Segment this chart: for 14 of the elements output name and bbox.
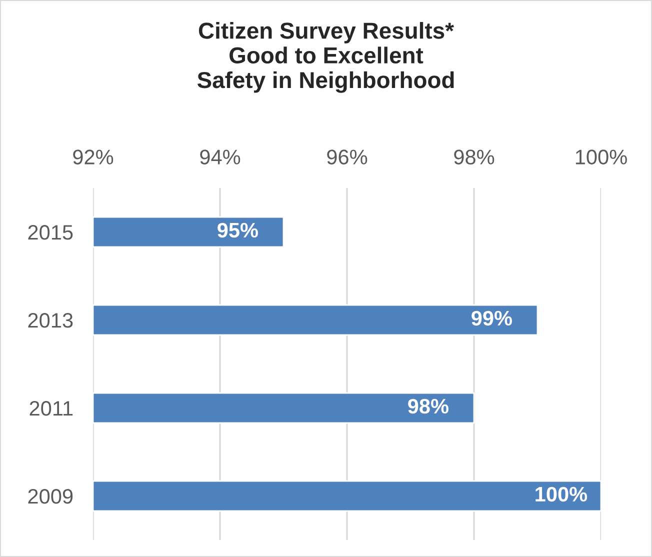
y-tick-label: 2011: [30, 401, 73, 416]
y-tick-label: 2009: [28, 489, 73, 504]
x-tick-label: 96%: [327, 150, 368, 164]
x-tick-label: 100%: [576, 150, 627, 164]
chart-title: Citizen Survey Results* Good to Excellent Safety in Neighborhood: [197, 22, 454, 93]
x-tick-label: 92%: [73, 150, 114, 164]
text: 100%: [536, 486, 588, 502]
text: 95%: [218, 222, 258, 238]
x-tick-label: 98%: [454, 150, 494, 164]
x-tick-label: 94%: [200, 150, 240, 164]
y-tick-label: 2013: [28, 313, 73, 328]
text: 99%: [472, 310, 512, 326]
y-tick-label: 2015: [28, 225, 73, 240]
text: 98%: [408, 398, 448, 414]
